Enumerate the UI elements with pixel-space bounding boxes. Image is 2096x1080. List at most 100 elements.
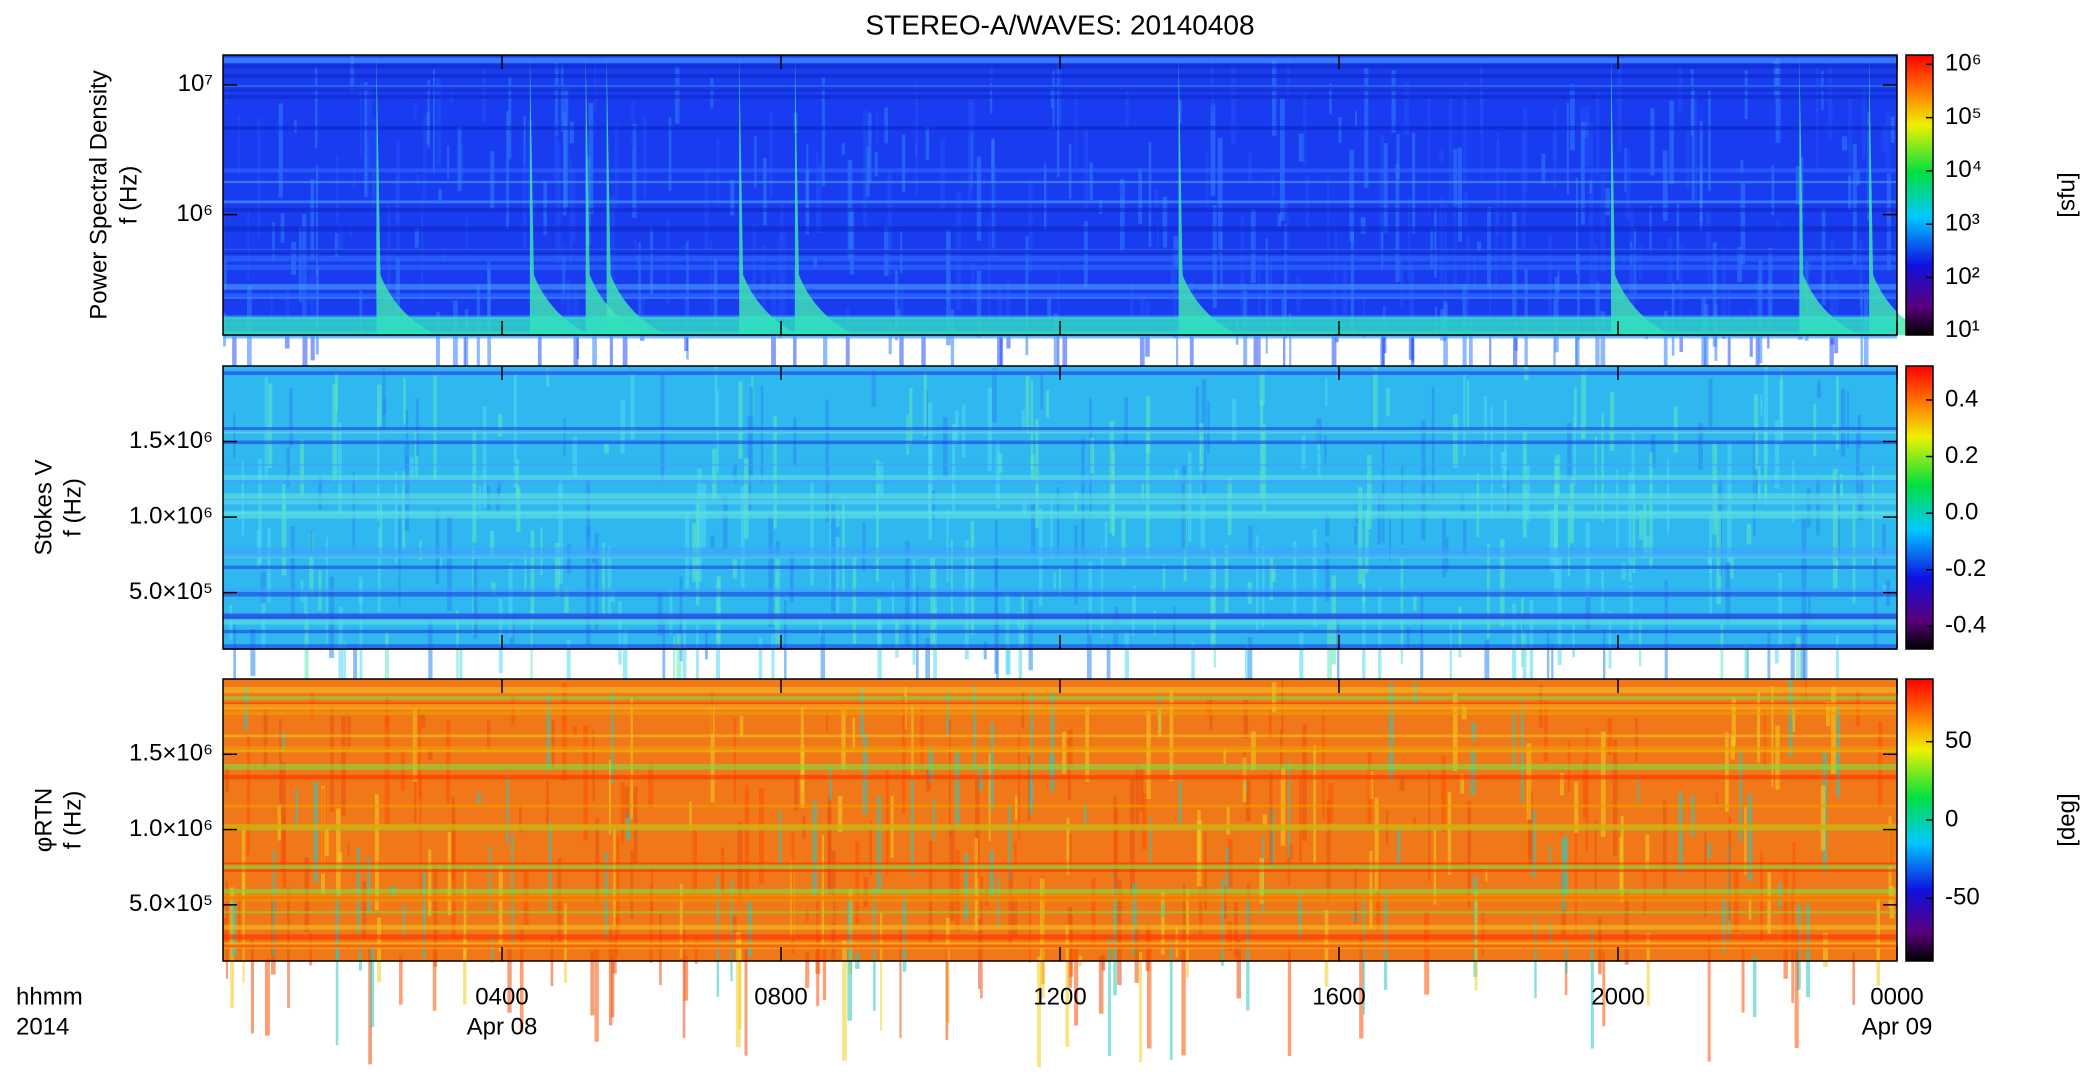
texture: [1758, 259, 1763, 364]
texture: [1248, 525, 1253, 554]
texture: [1427, 98, 1431, 215]
texture: [1847, 391, 1850, 449]
texture: [1367, 748, 1372, 824]
colorbar-tick-label: -50: [1945, 884, 1980, 911]
texture: [330, 706, 334, 812]
texture: [1799, 55, 1860, 335]
texture: [223, 924, 1897, 930]
texture: [1186, 889, 1189, 978]
texture: [1731, 696, 1736, 747]
texture: [630, 374, 635, 440]
texture: [272, 850, 276, 957]
texture: [902, 134, 906, 192]
texture: [1559, 772, 1564, 796]
texture: [942, 417, 948, 479]
texture: [925, 126, 930, 160]
texture: [775, 557, 780, 650]
texture: [1074, 525, 1078, 605]
texture: [586, 526, 591, 645]
texture: [789, 551, 794, 603]
x-tick-label: 1200: [1033, 983, 1086, 1010]
texture: [1283, 284, 1286, 394]
texture: [876, 796, 882, 893]
texture: [950, 309, 955, 401]
texture: [847, 897, 853, 1021]
texture: [988, 753, 991, 842]
texture: [1476, 241, 1482, 252]
texture: [1286, 59, 1291, 100]
texture: [223, 510, 1897, 515]
texture: [880, 912, 883, 1031]
colorbar-tick-label: -0.4: [1945, 612, 1986, 639]
texture: [1399, 776, 1405, 791]
spectrogram-background: [223, 679, 1897, 961]
texture: [1386, 388, 1390, 417]
texture: [506, 774, 509, 844]
texture: [1448, 93, 1453, 201]
texture: [1047, 297, 1052, 322]
texture: [997, 875, 1000, 929]
texture: [1327, 621, 1332, 729]
texture: [1471, 722, 1477, 742]
texture: [1739, 749, 1743, 842]
texture: [435, 509, 440, 585]
texture: [1561, 838, 1566, 911]
texture: [1553, 132, 1557, 189]
colorbar: [1905, 365, 1934, 650]
texture: [818, 616, 823, 636]
texture: [1549, 509, 1555, 573]
texture: [1018, 626, 1023, 681]
texture: [1201, 379, 1207, 496]
texture: [498, 479, 501, 494]
texture: [991, 139, 995, 183]
texture: [1792, 841, 1796, 904]
texture: [270, 290, 273, 328]
colorbar-tick-label: 10⁶: [1945, 50, 1982, 77]
texture: [1121, 519, 1126, 569]
texture: [1495, 140, 1500, 236]
texture: [1676, 203, 1680, 281]
texture: [877, 618, 882, 694]
texture: [1434, 208, 1437, 278]
texture: [1329, 83, 1332, 115]
texture: [364, 82, 368, 197]
texture: [465, 215, 468, 250]
texture: [695, 625, 699, 685]
texture: [372, 118, 377, 199]
texture: [1551, 643, 1554, 696]
texture: [1469, 317, 1473, 398]
texture: [472, 429, 477, 543]
texture: [1070, 726, 1073, 766]
texture: [1808, 250, 1812, 275]
texture: [237, 893, 241, 951]
texture: [1139, 295, 1145, 409]
texture: [586, 480, 590, 538]
texture: [1248, 152, 1253, 182]
texture: [402, 904, 406, 938]
texture: [1830, 241, 1835, 345]
texture: [1035, 419, 1039, 529]
texture: [815, 939, 821, 974]
texture: [1755, 473, 1758, 505]
texture: [447, 145, 450, 180]
texture: [1381, 226, 1384, 270]
texture: [608, 759, 611, 834]
texture: [1108, 937, 1112, 1057]
texture: [1570, 84, 1575, 151]
x-date-label: Apr 08: [467, 1013, 538, 1040]
texture: [1490, 405, 1493, 518]
colorbar-tick-label: 0.4: [1945, 385, 1978, 412]
texture: [604, 443, 609, 454]
texture: [1156, 221, 1159, 247]
texture: [852, 717, 856, 749]
texture: [571, 169, 576, 242]
texture: [1413, 595, 1417, 611]
texture: [337, 851, 343, 867]
colorbar-label: [deg]: [2053, 793, 2080, 846]
y-tick-label: 5.0×10⁵: [129, 578, 213, 605]
texture: [989, 850, 994, 901]
texture: [1774, 647, 1779, 664]
texture: [507, 945, 512, 1013]
spectrogram: [223, 366, 1897, 762]
texture: [1178, 780, 1182, 825]
